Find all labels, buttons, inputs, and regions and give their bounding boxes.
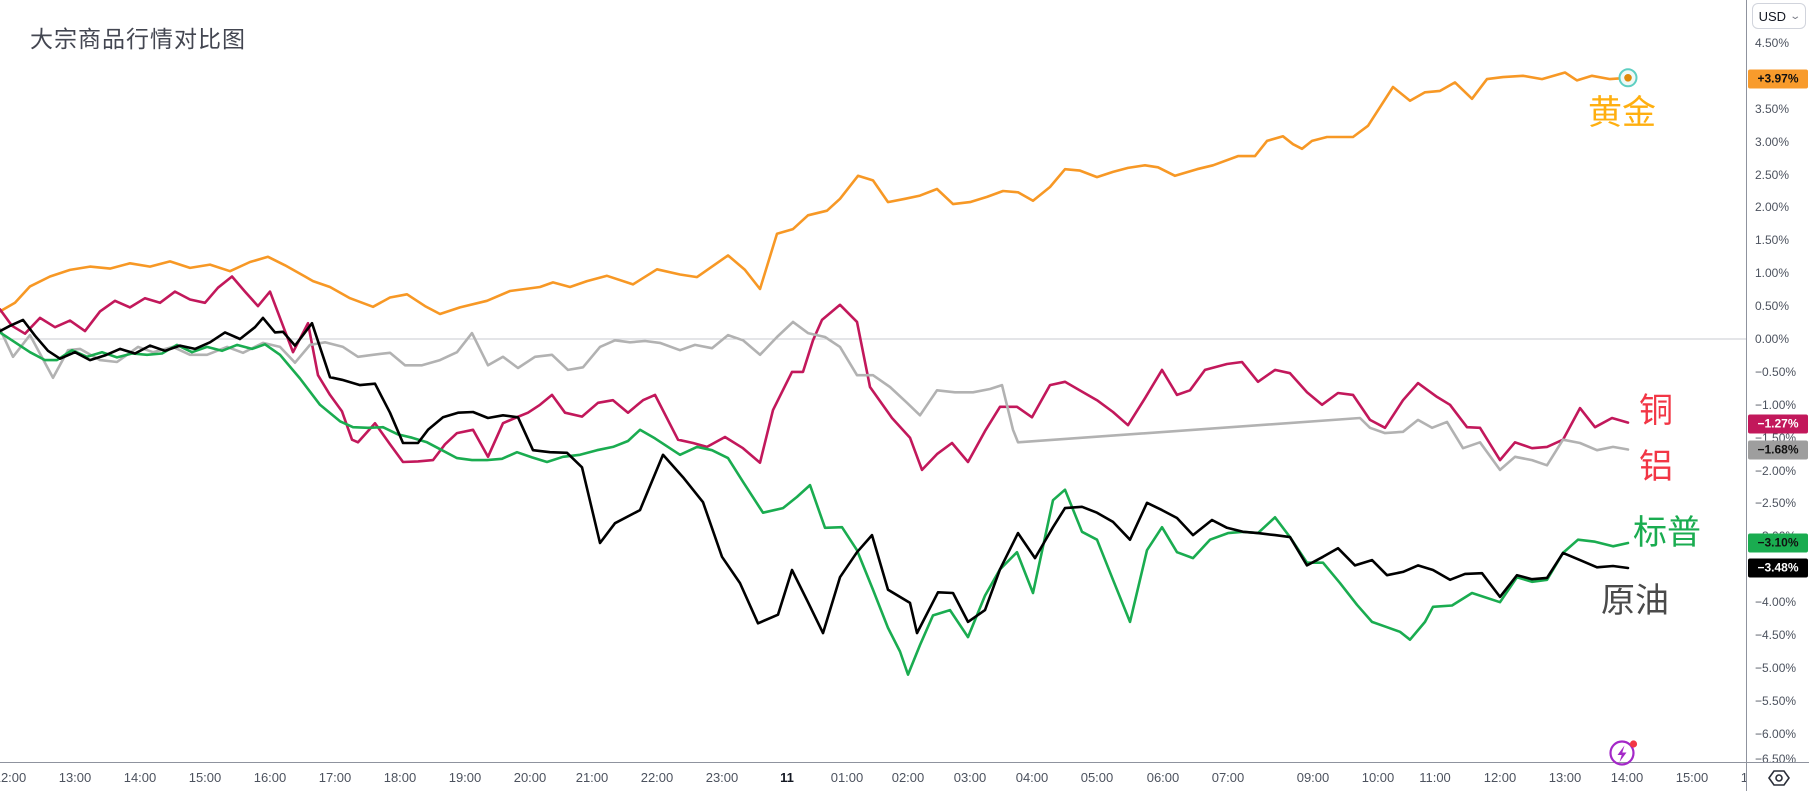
time-tick-label: 11 <box>780 770 794 785</box>
price-tick-label: −4.00% <box>1755 595 1797 609</box>
price-tick-label: −6.00% <box>1755 727 1797 741</box>
price-tick-label: −2.50% <box>1755 496 1797 510</box>
price-tick-label: 2.50% <box>1755 168 1790 182</box>
time-tick-label: 16:00 <box>253 770 287 785</box>
price-tick-label: 0.50% <box>1755 299 1790 313</box>
series-line-铜[interactable] <box>0 275 1630 472</box>
time-tick-label: 14:00 <box>1610 770 1644 785</box>
chart-canvas[interactable] <box>0 0 1746 762</box>
price-tick-label: −0.50% <box>1755 365 1797 379</box>
time-tick-label: 19:00 <box>448 770 482 785</box>
time-tick-label: 06:00 <box>1146 770 1180 785</box>
time-tick-label: 11:00 <box>1419 770 1451 785</box>
time-scale-axis[interactable]: 12:00 13:00 14:00 15:00 16:00 17:00 18:00 19:00… <box>0 762 1746 791</box>
time-tick-label: 03:00 <box>953 770 987 785</box>
price-tick-label: 1.50% <box>1755 233 1790 247</box>
alert-dot <box>1629 740 1638 748</box>
chart-plot-area[interactable] <box>0 0 1746 762</box>
time-tick-label: 12:00 <box>0 770 27 785</box>
axis-corner-cell[interactable] <box>1746 762 1809 791</box>
series-text-label-黄金[interactable]: 黄金 <box>1588 94 1656 132</box>
price-scale-axis[interactable]: USD ⌄ 4.50% 3.50% 3.00% 2.50% 2.00% 1.50% 1.00… <box>1746 0 1809 766</box>
time-tick-label: 21:00 <box>575 770 609 785</box>
price-tick-label: −5.00% <box>1755 661 1797 675</box>
chevron-down-icon: ⌄ <box>1789 10 1802 22</box>
price-badge-黄金: +3.97% <box>1748 69 1808 89</box>
time-tick-label: 02:00 <box>891 770 925 785</box>
series-line-铝[interactable] <box>0 320 1630 472</box>
series-text-label-铝[interactable]: 铝 <box>1639 448 1673 486</box>
price-tick-label: 3.50% <box>1755 102 1790 116</box>
time-tick-label: 23:00 <box>705 770 739 785</box>
currency-selector-button[interactable]: USD ⌄ <box>1752 3 1806 29</box>
price-badge-铝: −1.68% <box>1748 440 1808 460</box>
series-text-label-标普[interactable]: 标普 <box>1633 514 1701 552</box>
currency-label: USD <box>1758 8 1787 24</box>
price-tick-label: −1.00% <box>1755 398 1797 412</box>
time-tick-label: 17:00 <box>318 770 352 785</box>
price-tick-label: −5.50% <box>1755 694 1797 708</box>
time-tick-label: 07:00 <box>1211 770 1245 785</box>
page-title: 大宗商品行情对比图 <box>30 26 246 52</box>
time-tick-label: 12:00 <box>1483 770 1517 785</box>
time-tick-label: 09:00 <box>1296 770 1330 785</box>
price-tick-label: −2.00% <box>1755 464 1797 478</box>
time-tick-label: 13:00 <box>1548 770 1582 785</box>
price-tick-label: 3.00% <box>1755 135 1790 149</box>
price-tick-label: 4.50% <box>1755 36 1790 50</box>
price-badge-铜: −1.27% <box>1748 414 1808 434</box>
gold-end-marker-dot <box>1624 73 1632 82</box>
price-tick-label: 2.00% <box>1755 200 1790 214</box>
time-tick-label: 15:00 <box>188 770 222 785</box>
time-tick-label: 10:00 <box>1361 770 1395 785</box>
price-badge-标普: −3.10% <box>1748 533 1808 553</box>
price-tick-label: −4.50% <box>1755 628 1797 642</box>
series-line-原油[interactable] <box>0 316 1630 635</box>
time-tick-label: 15:00 <box>1675 770 1709 785</box>
time-tick-label: 22:00 <box>640 770 674 785</box>
price-tick-label: 1.00% <box>1755 266 1790 280</box>
time-tick-label: 16:00 <box>1741 770 1746 785</box>
time-tick-label: 18:00 <box>383 770 417 785</box>
time-tick-label: 20:00 <box>513 770 547 785</box>
series-text-label-原油[interactable]: 原油 <box>1601 582 1669 620</box>
series-line-标普[interactable] <box>0 331 1630 676</box>
time-tick-label: 04:00 <box>1015 770 1049 785</box>
time-tick-label: 13:00 <box>58 770 92 785</box>
time-tick-label: 05:00 <box>1080 770 1114 785</box>
flash-alert-icon[interactable] <box>1607 737 1641 774</box>
time-tick-label: 01:00 <box>830 770 864 785</box>
series-text-label-铜[interactable]: 铜 <box>1639 392 1673 430</box>
hexagon-circle-icon <box>1767 769 1790 786</box>
price-badge-原油: −3.48% <box>1748 558 1808 578</box>
price-tick-label: 0.00% <box>1755 332 1790 346</box>
series-line-黄金[interactable] <box>0 71 1630 316</box>
time-tick-label: 14:00 <box>123 770 157 785</box>
